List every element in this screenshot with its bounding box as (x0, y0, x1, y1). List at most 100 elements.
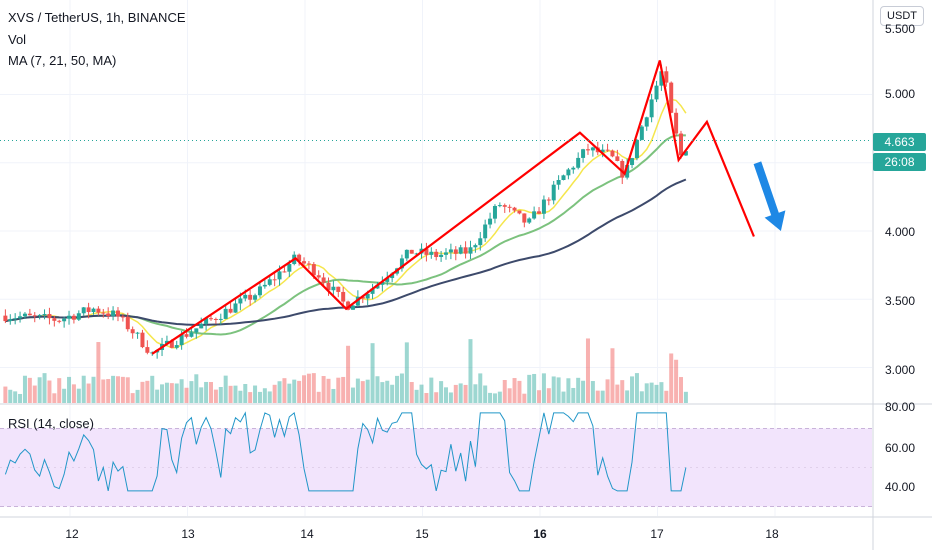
volume-bar (634, 373, 639, 403)
volume-bar (492, 393, 497, 403)
volume-bar (194, 374, 199, 403)
volume-bar (47, 380, 52, 403)
volume-bar (679, 377, 683, 403)
volume-bar (399, 373, 404, 403)
volume-bar (355, 378, 360, 403)
candle-body (385, 278, 390, 282)
candle-body (27, 313, 32, 316)
candle-body (272, 279, 277, 281)
currency-button[interactable]: USDT (880, 6, 924, 26)
candle-body (488, 218, 493, 225)
volume-bar (507, 388, 512, 403)
candle-body (184, 334, 189, 337)
volume-bar (468, 339, 473, 403)
volume-bar (571, 387, 576, 403)
candle-body (370, 288, 375, 294)
volume-bar (576, 377, 581, 403)
volume-bar (101, 379, 106, 403)
candle-body (316, 275, 321, 278)
candle-body (429, 251, 434, 255)
volume-bar (13, 391, 18, 403)
candle-body (634, 139, 639, 159)
volume-bar (424, 393, 429, 403)
candle-body (571, 167, 576, 170)
candle-body (341, 291, 346, 302)
volume-bar (341, 376, 346, 403)
volume-bar (76, 388, 81, 403)
candle-body (610, 150, 615, 157)
time-tick: 15 (415, 527, 429, 541)
price-tick: 5.000 (885, 87, 916, 101)
rsi-legend[interactable]: RSI (14, close) (8, 416, 94, 431)
volume-bar (326, 378, 331, 403)
arrow-shape (753, 161, 786, 231)
candle-body (233, 303, 238, 313)
ma-50-line (5, 178, 687, 326)
volume-bar (669, 353, 674, 403)
volume-bar (615, 384, 620, 403)
volume-bar (164, 382, 169, 403)
volume-bar (370, 343, 375, 403)
volume-bar (659, 382, 664, 403)
volume-bar (272, 384, 277, 403)
volume-bar (111, 375, 116, 403)
volume-bar (81, 375, 86, 403)
candle-body (3, 315, 8, 322)
candle-body (199, 323, 204, 329)
volume-bar (253, 385, 258, 403)
down-arrow-icon[interactable] (753, 161, 786, 231)
candle-body (679, 133, 683, 156)
symbol-title[interactable]: XVS / TetherUS, 1h, BINANCE (8, 10, 186, 25)
candle-body (590, 147, 595, 151)
candle-body (448, 249, 453, 253)
volume-bar (429, 377, 434, 403)
candle-body (639, 126, 644, 140)
volume-bar (360, 381, 365, 403)
candle-body (145, 347, 150, 353)
rsi-line (4, 411, 687, 492)
candle-body (189, 332, 194, 337)
volume-bar (532, 373, 537, 403)
volume-bar (287, 383, 292, 403)
volume-bar (57, 378, 62, 403)
volume-bar (106, 379, 111, 403)
candle-body (13, 318, 18, 320)
drawn-pattern[interactable] (151, 60, 755, 355)
candle-body (223, 308, 228, 319)
volume-bar (120, 376, 125, 403)
candle-body (532, 211, 537, 219)
volume-bar (233, 385, 238, 403)
volume-bar (321, 376, 326, 403)
time-tick: 18 (765, 527, 779, 541)
candle-body (282, 271, 287, 273)
volume-bar (292, 379, 297, 403)
time-tick: 13 (181, 527, 195, 541)
volume-bar (115, 376, 120, 403)
volume-bar (71, 384, 76, 403)
candle-body (67, 315, 72, 319)
volume-bar (620, 380, 625, 403)
candle-body (483, 224, 488, 239)
candle-body (96, 308, 101, 313)
volume-bar (282, 378, 287, 403)
volume-bar (160, 384, 165, 403)
candle-body (404, 249, 409, 259)
volume-bar (311, 373, 316, 403)
volume-bar (502, 380, 507, 403)
volume-bar (179, 379, 184, 403)
candle-body (248, 294, 253, 300)
candle-body (297, 254, 302, 262)
volume-bar (566, 378, 571, 403)
ma-legend[interactable]: MA (7, 21, 50, MA) (8, 53, 117, 68)
candle-body (551, 184, 556, 201)
volume-legend[interactable]: Vol (8, 32, 27, 47)
volume-bar (42, 373, 47, 403)
candle-body (581, 149, 586, 158)
volume-bar (409, 382, 414, 403)
candle-body (585, 149, 590, 151)
volume-bar (67, 376, 72, 403)
volume-bar (404, 342, 409, 403)
candle-body (615, 156, 620, 161)
volume-bar (365, 379, 370, 403)
